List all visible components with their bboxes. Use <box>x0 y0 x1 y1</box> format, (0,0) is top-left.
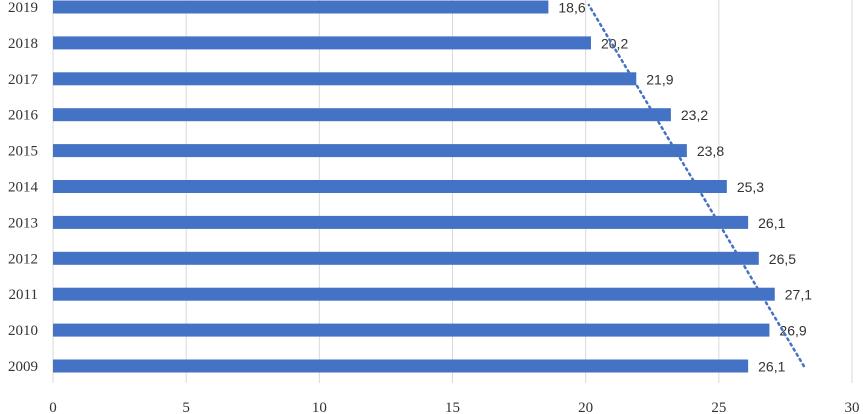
y-tick-label: 2012 <box>8 251 38 267</box>
y-tick-label: 2015 <box>8 144 38 160</box>
bar <box>53 0 549 14</box>
x-tick-label: 0 <box>49 400 57 414</box>
bar <box>53 144 687 158</box>
bar <box>53 72 637 86</box>
y-tick-label: 2016 <box>8 108 39 124</box>
data-label: 23,8 <box>697 143 724 159</box>
y-tick-label: 2009 <box>8 359 38 375</box>
y-tick-label: 2018 <box>8 36 38 52</box>
y-tick-label: 2013 <box>8 215 38 231</box>
bar <box>53 215 749 229</box>
data-label: 27,1 <box>785 287 812 303</box>
data-label: 18,6 <box>558 0 585 16</box>
y-tick-label: 2011 <box>9 287 38 303</box>
data-label: 23,2 <box>681 107 708 123</box>
y-tick-label: 2019 <box>8 0 38 16</box>
data-label: 25,3 <box>737 179 764 195</box>
x-tick-label: 20 <box>578 400 593 414</box>
y-tick-label: 2017 <box>8 72 39 88</box>
trendline <box>587 3 806 368</box>
bar <box>53 251 759 265</box>
bar <box>53 287 775 301</box>
bar <box>53 359 749 373</box>
bar <box>53 36 591 50</box>
bar <box>53 323 770 337</box>
data-label: 26,1 <box>758 359 785 375</box>
y-tick-label: 2010 <box>8 323 38 339</box>
x-tick-label: 25 <box>711 400 726 414</box>
data-label: 21,9 <box>646 71 673 87</box>
data-label: 26,9 <box>779 323 806 339</box>
x-tick-label: 10 <box>312 400 327 414</box>
data-label: 20,2 <box>601 35 628 51</box>
bar <box>53 108 671 122</box>
x-tick-label: 15 <box>445 400 460 414</box>
data-label: 26,5 <box>769 251 796 267</box>
bar <box>53 180 727 193</box>
y-tick-label: 2014 <box>8 180 39 196</box>
x-tick-label: 30 <box>845 400 860 414</box>
data-label: 26,1 <box>758 215 785 231</box>
x-tick-label: 5 <box>182 400 190 414</box>
